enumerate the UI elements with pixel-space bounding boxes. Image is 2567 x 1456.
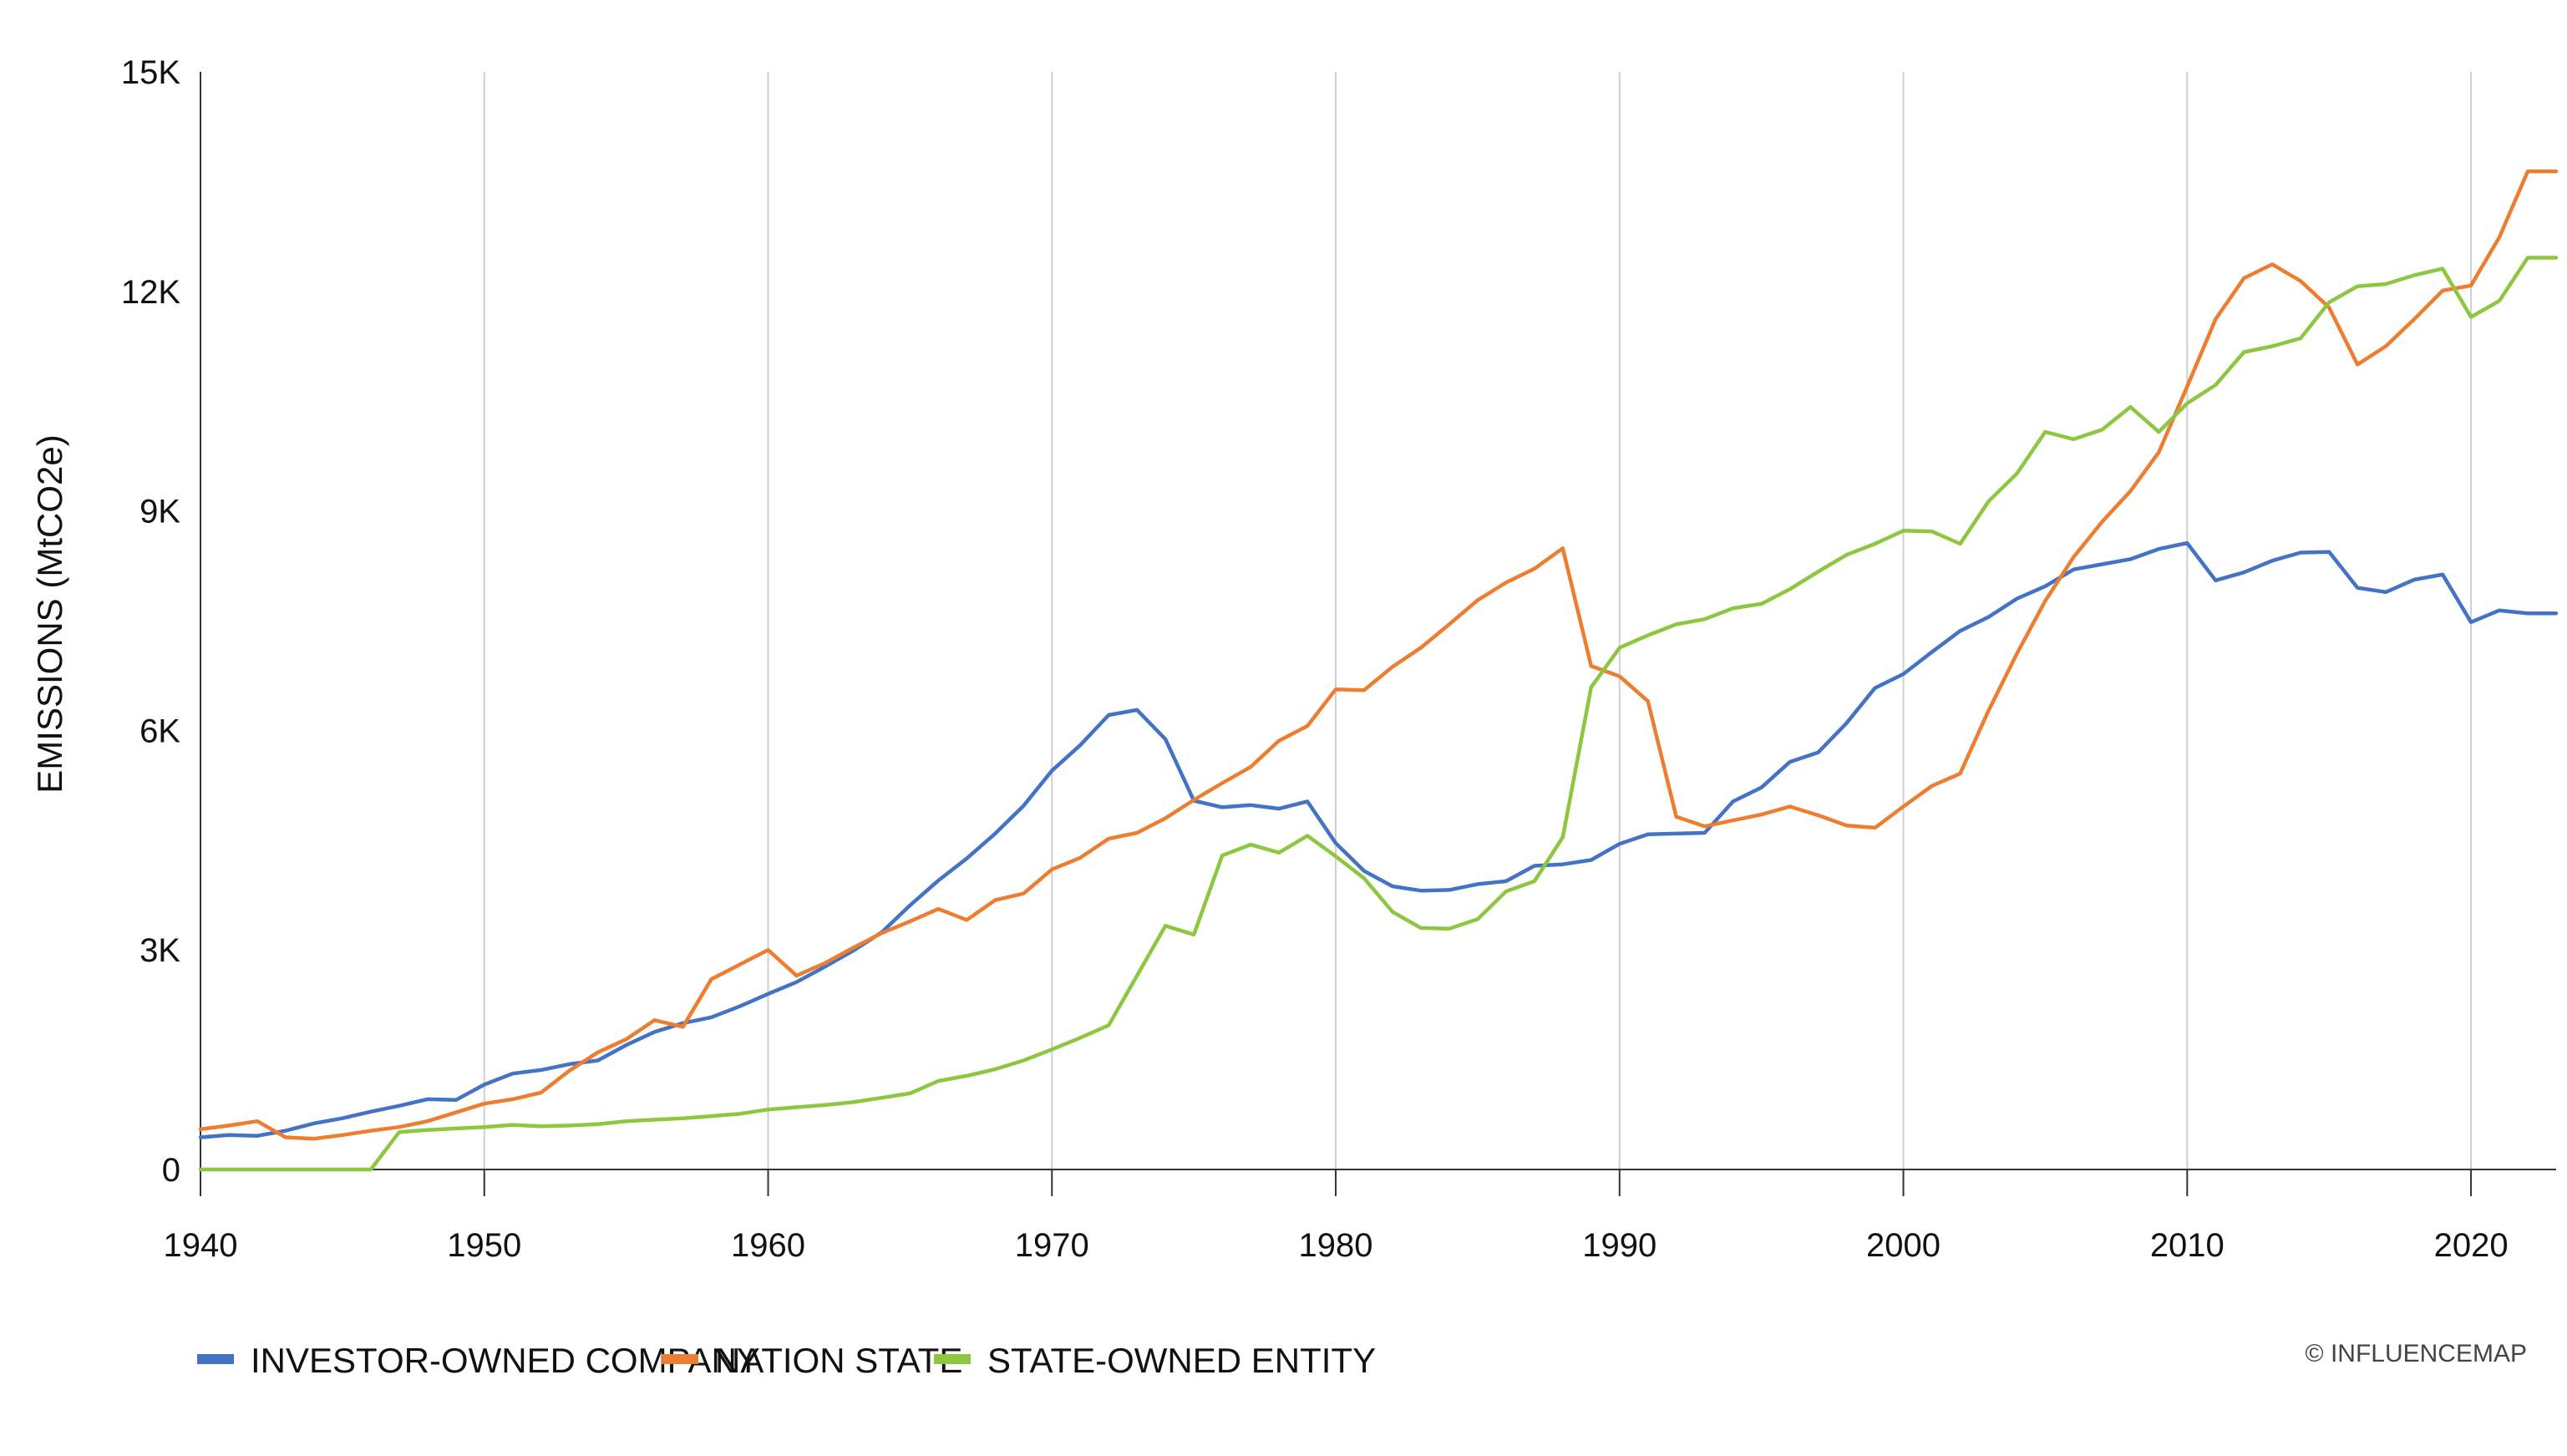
x-tick-label-1990: 1990 bbox=[1582, 1227, 1656, 1264]
y-tick-label-12000: 12K bbox=[121, 274, 180, 311]
legend-label-state-owned-entity: STATE-OWNED ENTITY bbox=[987, 1341, 1376, 1380]
x-tick-label-1940: 1940 bbox=[164, 1227, 238, 1264]
x-tick-label-1970: 1970 bbox=[1015, 1227, 1089, 1264]
tick-labels: 1940 1950 1960 1970 1980 1990 2000 2010 2020 0 3K 6… bbox=[121, 54, 2509, 1264]
y-axis-title: EMISSIONS (MtCO2e) bbox=[30, 434, 69, 793]
x-tick-label-2010: 2010 bbox=[2150, 1227, 2225, 1264]
series-line-nation-state bbox=[198, 169, 2559, 1141]
y-tick-label-0: 0 bbox=[162, 1152, 180, 1189]
legend-swatch-state-owned-entity bbox=[934, 1354, 971, 1364]
x-tick-label-2000: 2000 bbox=[1866, 1227, 1940, 1264]
series-line-state-owned-entity bbox=[198, 256, 2559, 1172]
credit-label: © INFLUENCEMAP bbox=[2306, 1340, 2527, 1367]
legend-label-nation-state: NATION STATE bbox=[715, 1341, 962, 1380]
x-tick-label-1960: 1960 bbox=[731, 1227, 805, 1264]
x-tick-label-1950: 1950 bbox=[447, 1227, 521, 1264]
y-tick-label-6000: 6K bbox=[140, 713, 180, 749]
x-tick-label-1980: 1980 bbox=[1299, 1227, 1373, 1264]
legend-swatch-investor-owned-company bbox=[197, 1354, 234, 1364]
series-line-investor-owned-company bbox=[198, 540, 2559, 1139]
series-lines bbox=[198, 169, 2559, 1172]
gridlines bbox=[483, 72, 2473, 1169]
legend-swatch-nation-state bbox=[662, 1354, 698, 1364]
y-tick-label-9000: 9K bbox=[140, 494, 180, 530]
axes bbox=[200, 72, 2556, 1196]
y-tick-label-15000: 15K bbox=[121, 54, 180, 91]
y-tick-label-3000: 3K bbox=[140, 932, 180, 969]
x-tick-label-2020: 2020 bbox=[2434, 1227, 2509, 1264]
